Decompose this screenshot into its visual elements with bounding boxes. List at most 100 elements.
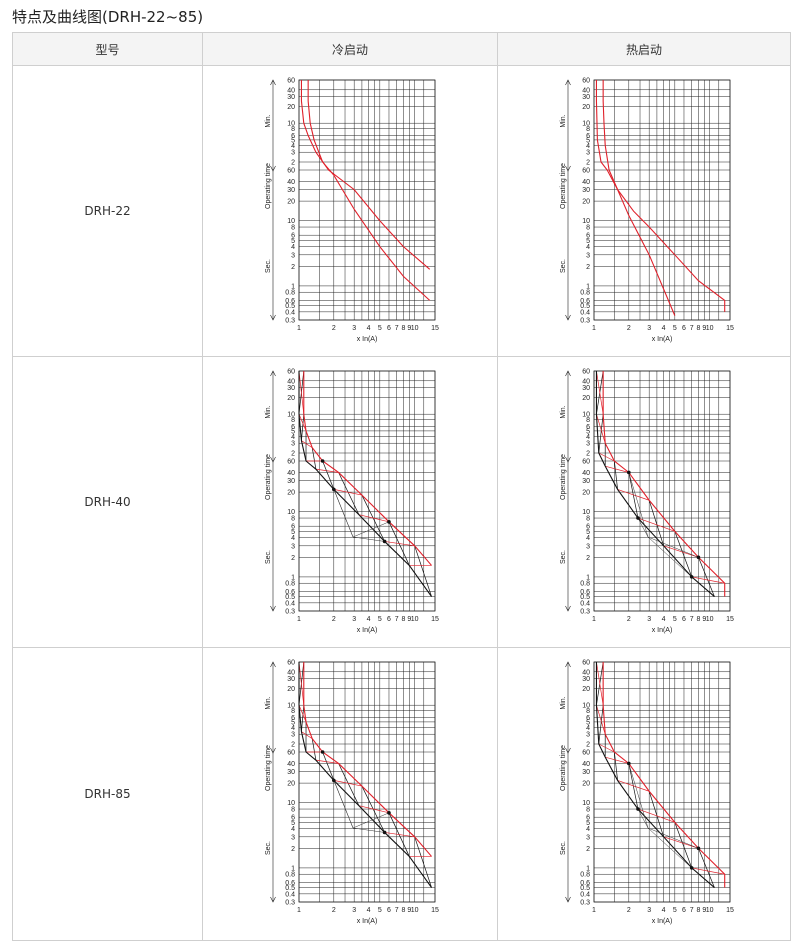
trip-curve-chart: 6040302010865432604030201086543210.80.60… bbox=[560, 660, 734, 926]
y-tick-label: 2 bbox=[586, 846, 590, 853]
hatch-line bbox=[628, 472, 639, 519]
y-tick-label: 0.3 bbox=[285, 609, 295, 616]
x-tick-label: 15 bbox=[431, 616, 439, 623]
arrow-icon bbox=[270, 370, 276, 377]
curve-lower bbox=[298, 371, 432, 597]
x-tick-label: 2 bbox=[332, 616, 336, 623]
hatch-line bbox=[674, 531, 693, 578]
x-tick-label: 7 bbox=[395, 616, 399, 623]
x-tick-label: 15 bbox=[431, 325, 439, 332]
x-tick-label: 7 bbox=[690, 907, 694, 914]
x-tick-label: 3 bbox=[647, 616, 651, 623]
x-axis-label: x In(A) bbox=[652, 627, 673, 634]
x-tick-label: 2 bbox=[332, 907, 336, 914]
chart-frame bbox=[593, 661, 731, 903]
y-tick-label: 10 bbox=[287, 703, 295, 710]
callout-line bbox=[333, 780, 354, 829]
arrow-icon bbox=[565, 605, 571, 612]
model-cell: DRH-40 bbox=[12, 356, 203, 648]
y-tick-label: 60 bbox=[287, 168, 295, 175]
y-tick-label: 6 bbox=[291, 133, 295, 140]
y-tick-label: 0.8 bbox=[285, 581, 295, 588]
curve-upper bbox=[602, 371, 726, 597]
y-tick-label: 2 bbox=[586, 742, 590, 749]
hatch-line bbox=[338, 472, 360, 515]
sec-label: Sec. bbox=[265, 550, 272, 564]
min-label: Min. bbox=[265, 405, 272, 418]
y-tick-label: 40 bbox=[287, 179, 295, 186]
arrow-icon bbox=[565, 165, 571, 172]
sec-label: Sec. bbox=[560, 550, 567, 564]
hatch-line bbox=[311, 447, 317, 470]
arrow-icon bbox=[270, 79, 276, 86]
y-tick-label: 8 bbox=[586, 708, 590, 715]
y-tick-label: 10 bbox=[582, 121, 590, 128]
y-tick-label: 8 bbox=[291, 417, 295, 424]
x-tick-label: 8 bbox=[401, 325, 405, 332]
y-tick-label: 20 bbox=[287, 686, 295, 693]
x-tick-label: 7 bbox=[395, 325, 399, 332]
marker-dot bbox=[332, 487, 336, 492]
y-tick-label: 2 bbox=[586, 451, 590, 458]
curve-lower bbox=[298, 662, 432, 888]
x-tick-label: 10 bbox=[706, 325, 714, 332]
y-tick-label: 0.3 bbox=[285, 318, 295, 325]
y-tick-label: 60 bbox=[287, 369, 295, 376]
y-tick-label: 5 bbox=[586, 820, 590, 827]
y-tick-label: 0.8 bbox=[580, 581, 590, 588]
x-tick-label: 9 bbox=[407, 616, 411, 623]
y-tick-label: 0.8 bbox=[285, 290, 295, 297]
y-tick-label: 60 bbox=[582, 78, 590, 85]
y-tick-label: 0.8 bbox=[580, 872, 590, 879]
y-tick-label: 3 bbox=[586, 834, 590, 841]
x-tick-label: 10 bbox=[706, 907, 714, 914]
y-tick-label: 30 bbox=[287, 769, 295, 776]
table-row: DRH-40 60 40 30 20 10 8 6 5 4 3 2 60 40 30 20 10 8 6 5 4 3 2 1… bbox=[12, 356, 791, 648]
y-tick-label: 30 bbox=[287, 478, 295, 485]
y-tick-label: 3 bbox=[586, 441, 590, 448]
y-tick-label: 3 bbox=[291, 252, 295, 259]
min-label: Min. bbox=[560, 405, 567, 418]
x-tick-label: 2 bbox=[627, 325, 631, 332]
table-row: DRH-85 60 40 30 20 10 8 6 5 4 3 2 60 40 30 20 10 8 6 5 4 3 2 1… bbox=[12, 647, 791, 941]
y-tick-label: 8 bbox=[291, 225, 295, 232]
x-axis-label: x In(A) bbox=[357, 627, 378, 634]
hatch-line bbox=[663, 545, 699, 558]
x-tick-label: 9 bbox=[702, 325, 706, 332]
marker-dot bbox=[689, 575, 694, 579]
callout-line bbox=[647, 827, 699, 849]
hatch-line bbox=[298, 705, 307, 723]
hatch-line bbox=[358, 805, 390, 814]
table-row: DRH-22 60 40 30 20 10 8 6 5 4 3 2 60 40 30 20 10 8 6 5 4 3 2 1… bbox=[12, 65, 791, 357]
x-tick-label: 5 bbox=[673, 907, 677, 914]
y-tick-label: 0.6 bbox=[580, 589, 590, 596]
y-tick-label: 8 bbox=[291, 126, 295, 133]
y-tick-label: 6 bbox=[291, 233, 295, 240]
y-tick-label: 20 bbox=[287, 490, 295, 497]
y-tick-label: 8 bbox=[586, 225, 590, 232]
y-tick-label: 5 bbox=[586, 428, 590, 435]
x-tick-label: 3 bbox=[647, 325, 651, 332]
callout-line bbox=[628, 472, 649, 538]
arrow-icon bbox=[565, 896, 571, 903]
y-tick-label: 30 bbox=[287, 187, 295, 194]
arrow-icon bbox=[270, 896, 276, 903]
y-tick-label: 10 bbox=[582, 703, 590, 710]
x-tick-label: 4 bbox=[367, 907, 371, 914]
marker-dot bbox=[696, 555, 701, 560]
y-tick-label: 0.4 bbox=[580, 600, 590, 607]
x-tick-label: 5 bbox=[378, 907, 382, 914]
x-tick-label: 8 bbox=[696, 616, 700, 623]
x-tick-label: 6 bbox=[387, 616, 391, 623]
y-tick-label: 6 bbox=[586, 133, 590, 140]
x-tick-label: 6 bbox=[682, 616, 686, 623]
callout-line bbox=[333, 489, 354, 538]
hatch-line bbox=[596, 414, 606, 444]
y-tick-label: 1 bbox=[586, 283, 590, 290]
y-tick-label: 3 bbox=[291, 732, 295, 739]
x-tick-label: 6 bbox=[387, 907, 391, 914]
hatch-line bbox=[617, 780, 650, 792]
y-tick-label: 4 bbox=[586, 143, 590, 150]
x-tick-label: 4 bbox=[367, 616, 371, 623]
y-tick-label: 0.5 bbox=[285, 594, 295, 601]
